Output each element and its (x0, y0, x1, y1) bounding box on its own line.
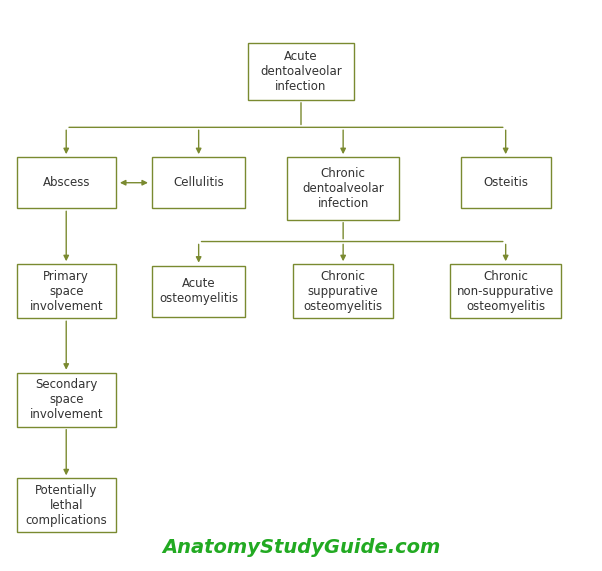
FancyBboxPatch shape (287, 157, 399, 220)
Text: Potentially
lethal
complications: Potentially lethal complications (25, 484, 107, 527)
Text: Chronic
non-suppurative
osteomyelitis: Chronic non-suppurative osteomyelitis (457, 270, 554, 313)
FancyBboxPatch shape (17, 478, 116, 532)
FancyBboxPatch shape (17, 157, 116, 208)
FancyBboxPatch shape (248, 43, 353, 100)
Text: Abscess: Abscess (43, 176, 90, 189)
FancyBboxPatch shape (461, 157, 551, 208)
Text: Cellulitis: Cellulitis (173, 176, 224, 189)
Text: Osteitis: Osteitis (483, 176, 528, 189)
FancyBboxPatch shape (450, 264, 561, 319)
FancyBboxPatch shape (17, 264, 116, 319)
FancyBboxPatch shape (293, 264, 393, 319)
Text: Primary
space
involvement: Primary space involvement (29, 270, 103, 313)
Text: Chronic
suppurative
osteomyelitis: Chronic suppurative osteomyelitis (303, 270, 383, 313)
Text: AnatomyStudyGuide.com: AnatomyStudyGuide.com (162, 538, 440, 557)
FancyBboxPatch shape (17, 372, 116, 427)
FancyBboxPatch shape (152, 266, 246, 317)
Text: Chronic
dentoalveolar
infection: Chronic dentoalveolar infection (302, 167, 384, 210)
Text: Secondary
space
involvement: Secondary space involvement (29, 378, 103, 421)
FancyBboxPatch shape (152, 157, 246, 208)
Text: Acute
osteomyelitis: Acute osteomyelitis (159, 277, 238, 305)
Text: Acute
dentoalveolar
infection: Acute dentoalveolar infection (260, 50, 342, 93)
